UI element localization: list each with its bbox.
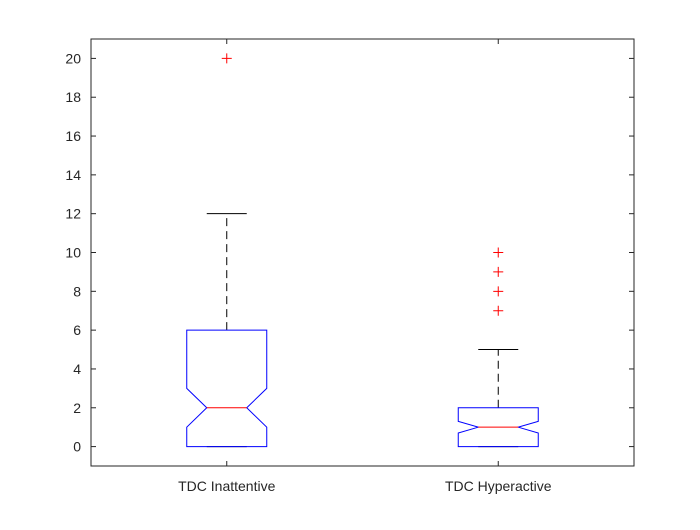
y-tick-label: 12 [65, 206, 81, 222]
box-group [457, 247, 539, 448]
outlier-point [493, 305, 504, 316]
box-body [457, 407, 539, 448]
outlier-point [493, 286, 504, 297]
chart-axes: 0 2 4 6 8 10 12 14 16 18 20 TDC Inattentive TDC Hype… [65, 39, 634, 494]
y-tick-label: 4 [73, 361, 81, 377]
y-tick-label: 16 [65, 128, 81, 144]
outlier-point [221, 53, 232, 64]
y-tick-label: 6 [73, 322, 81, 338]
x-tick-label: TDC Inattentive [178, 478, 275, 494]
outlier-point [493, 247, 504, 258]
plot-area-background [91, 39, 634, 466]
box-body [186, 329, 268, 448]
y-tick-label: 14 [65, 167, 81, 183]
y-tick-label: 2 [73, 400, 81, 416]
y-tick-label: 20 [65, 50, 81, 66]
y-tick-label: 0 [73, 439, 81, 455]
y-tick-label: 8 [73, 283, 81, 299]
y-tick-label: 10 [65, 245, 81, 261]
outlier-point [493, 266, 504, 277]
x-tick-label: TDC Hyperactive [445, 478, 552, 494]
plot-area-frame [90, 38, 635, 467]
chart-marks [186, 53, 539, 448]
box-group [186, 53, 268, 448]
y-tick-label: 18 [65, 89, 81, 105]
